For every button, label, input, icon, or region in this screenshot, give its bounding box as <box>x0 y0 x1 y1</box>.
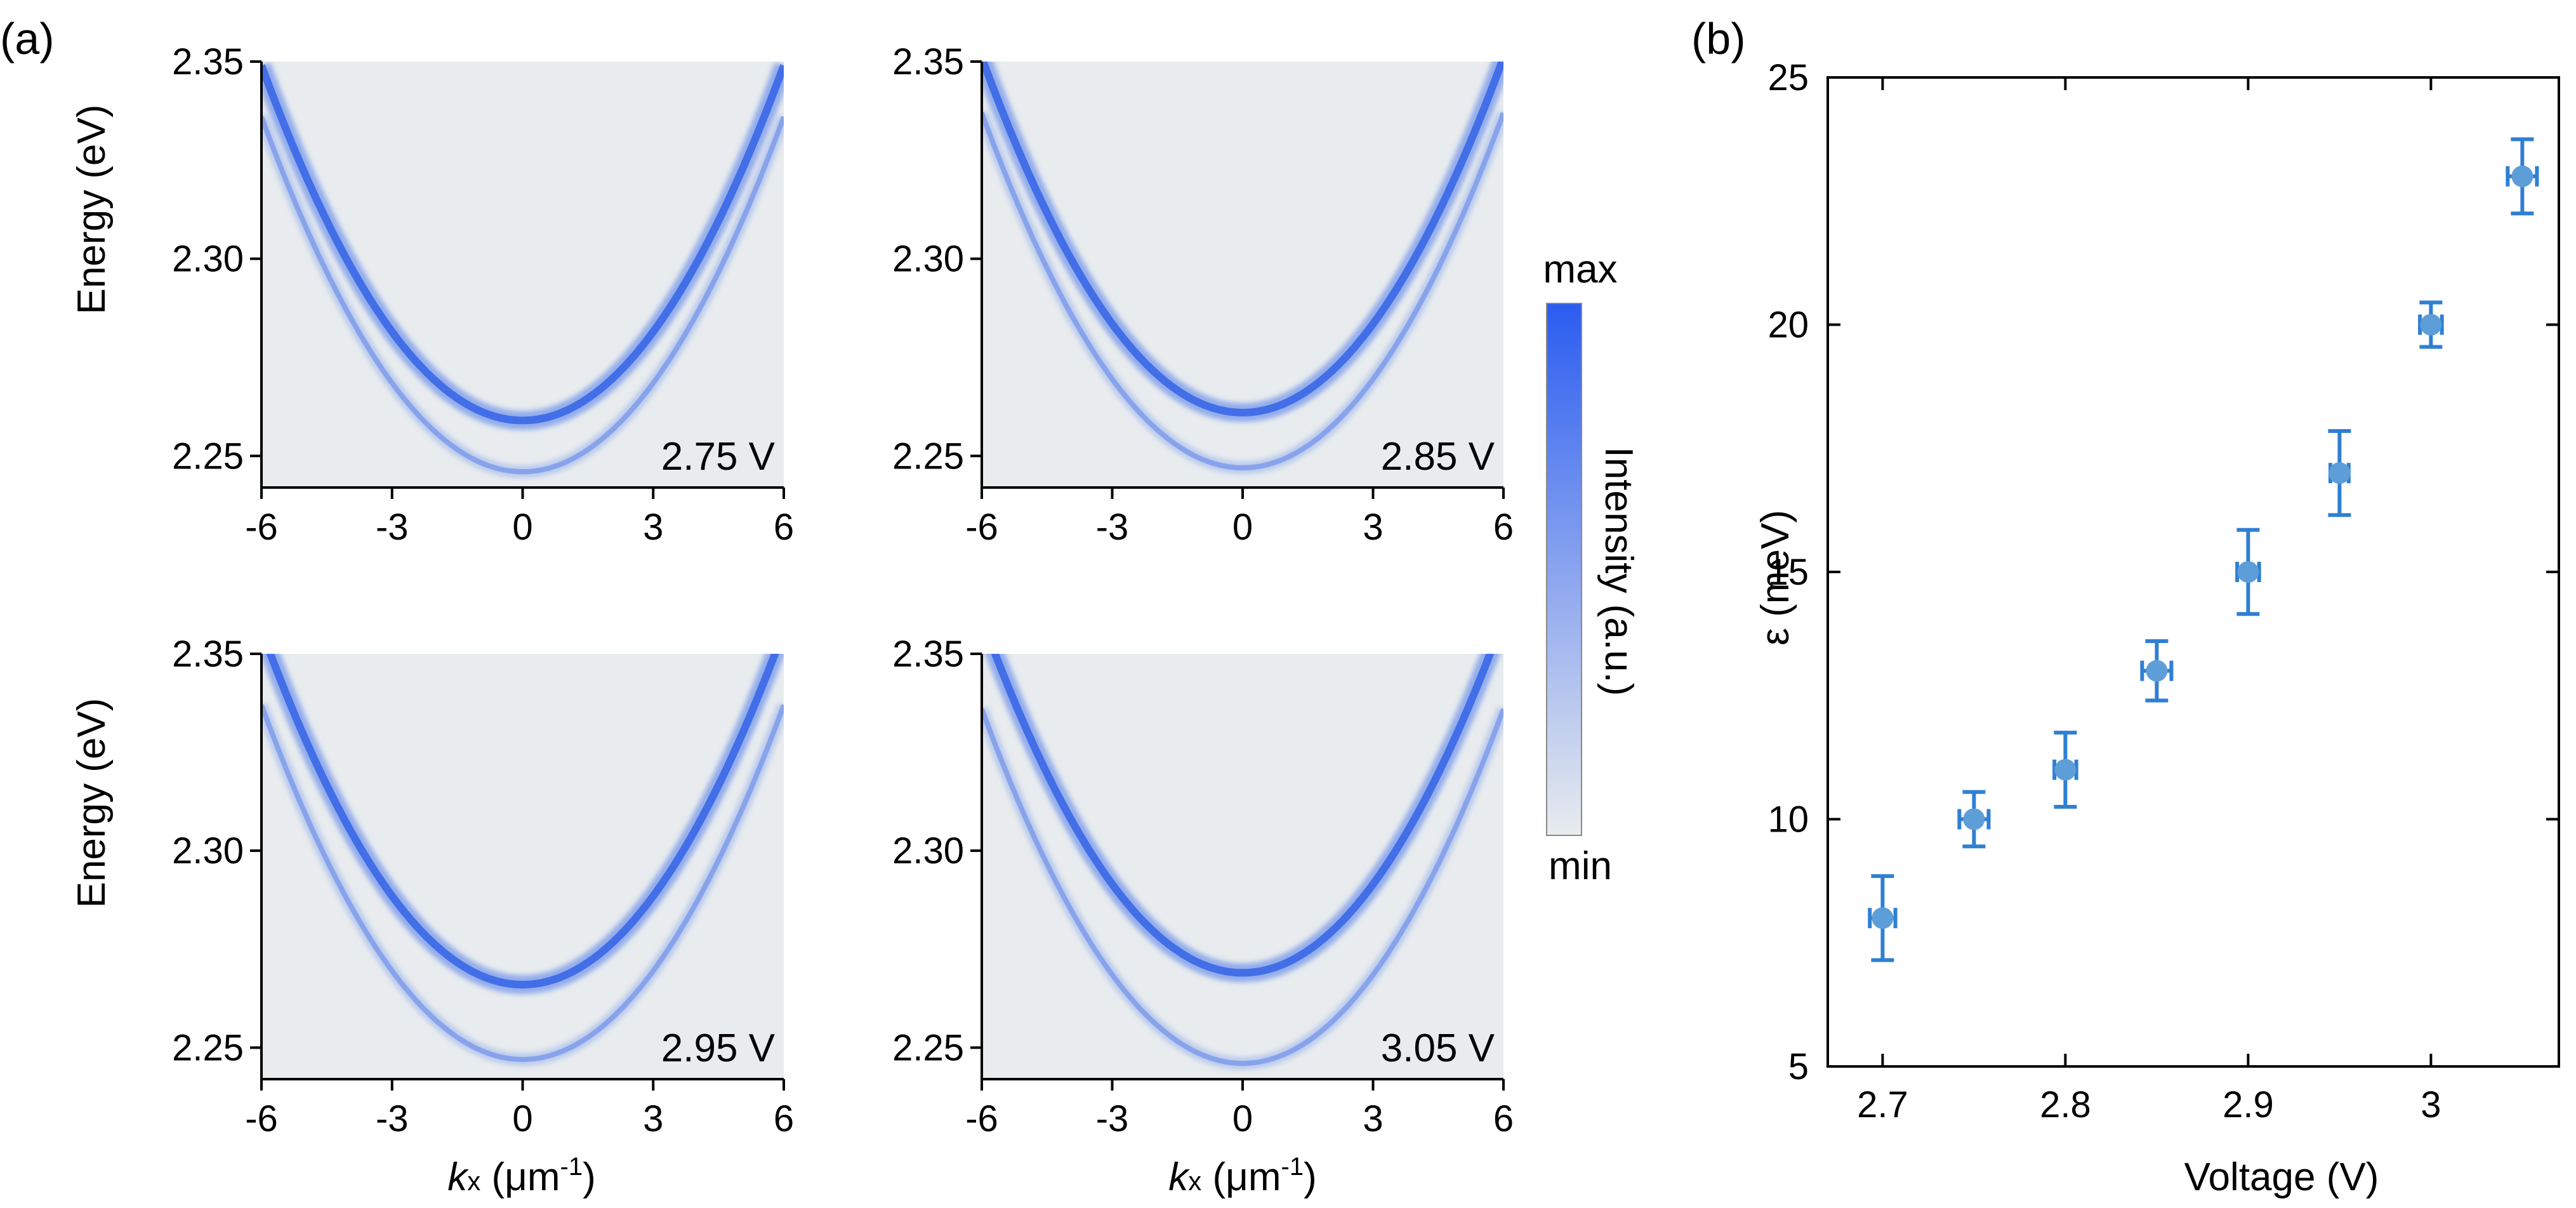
colorbar-min-label: min <box>1549 844 1612 888</box>
voltage-annotation: 3.05 V <box>1381 1026 1495 1070</box>
y-tick-label: 5 <box>1788 1046 1809 1087</box>
band-upper <box>982 62 1503 417</box>
colorbar-max-label: max <box>1543 248 1617 291</box>
data-marker <box>2328 462 2351 484</box>
scatter-panel-b: 2.7 2.8 2.9 3 5 10 15 20 25 <box>1767 57 2560 1125</box>
heatmap-background <box>982 654 1503 1079</box>
x-tick-label: 2.7 <box>1857 1084 1908 1125</box>
x-tick-label: -3 <box>376 507 409 548</box>
x-tick-label: 0 <box>1232 1098 1253 1139</box>
x-tick-label: 0 <box>1232 507 1253 548</box>
ylabel-bottom: Energy (eV) <box>70 698 114 908</box>
data-marker <box>2054 759 2077 781</box>
band-lower <box>982 708 1503 1066</box>
band-lower <box>261 704 784 1063</box>
heatmap-background <box>982 62 1503 488</box>
x-tick-label: -6 <box>965 507 998 548</box>
x-tick-label: 3 <box>1363 1098 1383 1139</box>
heatmap-panel-2-75v: -6 -3 0 3 6 2.25 2.30 2.35 2.75 V <box>172 41 794 548</box>
y-tick-label: 2.30 <box>892 830 964 872</box>
data-point <box>2418 300 2444 349</box>
x-tick-label: 3 <box>643 507 663 548</box>
data-point <box>2235 528 2261 616</box>
xlabel-right: kx (μm-1) <box>1168 1153 1316 1199</box>
x-tick-label: -6 <box>965 1098 998 1139</box>
band-lower <box>261 116 784 475</box>
x-tick-label: 6 <box>1493 507 1514 548</box>
y-tick-label: 2.35 <box>892 634 964 675</box>
data-point <box>1957 790 1991 849</box>
data-marker <box>2511 165 2533 187</box>
y-tick-label: 2.25 <box>172 1027 244 1068</box>
x-tick-label: -6 <box>245 507 278 548</box>
heatmap-panel-3-05v: -6 -3 0 3 6 2.25 2.30 2.35 3.05 V <box>892 634 1514 1139</box>
data-point <box>1868 874 1898 962</box>
y-tick-label: 20 <box>1767 305 1809 346</box>
x-tick-label: 3 <box>643 1098 663 1139</box>
data-marker <box>2420 314 2442 336</box>
y-tick-label: 2.30 <box>172 239 244 280</box>
y-tick-label: 2.35 <box>172 634 244 675</box>
heatmap-panel-2-95v: -6 -3 0 3 6 2.25 2.30 2.35 2.95 V <box>172 634 794 1139</box>
scatter-frame <box>1826 76 2560 1068</box>
x-tick-label: -6 <box>245 1098 278 1139</box>
heatmap-panel-2-85v: -6 -3 0 3 6 2.25 2.30 2.35 2.85 V <box>892 41 1514 548</box>
y-tick-label: 2.25 <box>172 435 244 477</box>
data-marker <box>1872 907 1894 929</box>
panel-label-b: (b) <box>1691 14 1746 63</box>
y-tick-label: 2.25 <box>892 1027 964 1068</box>
y-tick-label: 2.30 <box>892 239 964 280</box>
heatmap-background <box>261 654 784 1079</box>
x-tick-label: 0 <box>512 1098 532 1139</box>
y-tick-label: 10 <box>1767 799 1809 840</box>
data-point <box>2328 428 2351 517</box>
voltage-annotation: 2.95 V <box>661 1026 776 1070</box>
band-upper <box>266 654 779 989</box>
x-tick-label: 6 <box>1493 1098 1514 1139</box>
data-marker <box>1963 808 1985 830</box>
x-tick-label: 6 <box>774 507 794 548</box>
x-tick-label: -3 <box>1096 507 1129 548</box>
scatter-xlabel: Voltage (V) <box>2184 1155 2379 1199</box>
x-tick-label: 2.8 <box>2040 1084 2091 1125</box>
voltage-annotation: 2.85 V <box>1381 435 1495 479</box>
data-marker <box>2237 561 2259 583</box>
panel-label-a: (a) <box>0 14 55 63</box>
xlabel-left: kx (μm-1) <box>447 1153 595 1199</box>
colorbar: max min Intensity (a.u.) <box>1543 248 1641 888</box>
x-tick-label: 3 <box>2421 1084 2441 1125</box>
y-tick-label: 25 <box>1767 57 1809 98</box>
y-tick-label: 2.35 <box>172 41 244 83</box>
data-marker <box>2146 660 2168 682</box>
x-tick-label: 0 <box>512 507 532 548</box>
x-tick-label: -3 <box>1096 1098 1129 1139</box>
x-tick-label: 6 <box>774 1098 794 1139</box>
data-point <box>2140 639 2174 703</box>
band-lower <box>982 112 1503 470</box>
y-tick-label: 2.35 <box>892 41 964 83</box>
data-point <box>2052 731 2078 809</box>
y-tick-label: 2.30 <box>172 830 244 872</box>
scatter-ylabel: ε (meV) <box>1754 510 1797 646</box>
ylabel-top: Energy (eV) <box>70 105 114 315</box>
band-upper <box>991 654 1495 977</box>
y-tick-label: 2.25 <box>892 435 964 477</box>
x-tick-label: 2.9 <box>2223 1084 2274 1125</box>
colorbar-title: Intensity (a.u.) <box>1597 447 1641 696</box>
band-upper <box>261 64 784 425</box>
voltage-annotation: 2.75 V <box>661 435 776 479</box>
y-tick-label: 15 <box>1767 552 1809 593</box>
x-tick-label: -3 <box>376 1098 409 1139</box>
data-point <box>2506 137 2539 216</box>
x-tick-label: 3 <box>1363 507 1383 548</box>
colorbar-gradient <box>1546 303 1582 836</box>
